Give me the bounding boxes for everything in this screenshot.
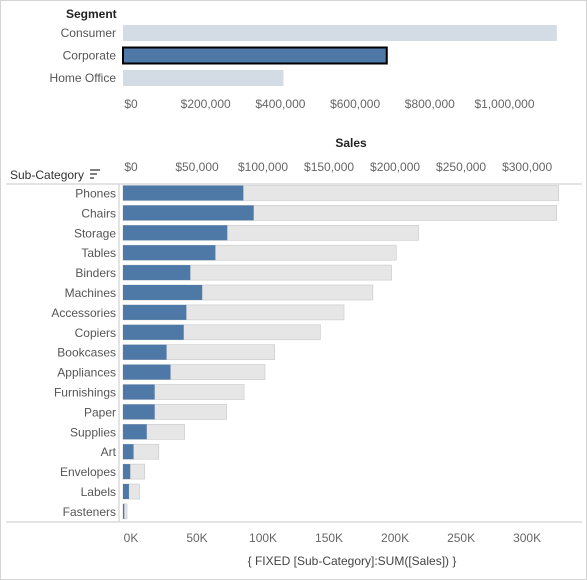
segment-axis-tick: $400,000 [255, 97, 305, 111]
segment-sales-bar-furnishings[interactable] [123, 384, 155, 400]
sales-axis-tick: $250,000 [436, 160, 486, 174]
subcategory-label-furnishings[interactable]: Furnishings [54, 386, 116, 400]
bottom-axis-tick: 300K [513, 531, 541, 545]
segment-sales-bar-machines[interactable] [123, 285, 203, 300]
subcategory-label-machines[interactable]: Machines [65, 286, 116, 300]
sales-axis-tick: $100,000 [238, 160, 288, 174]
subcategory-label-supplies[interactable]: Supplies [70, 425, 116, 439]
segment-label-consumer[interactable]: Consumer [61, 26, 116, 40]
segment-sales-bar-storage[interactable] [123, 225, 228, 241]
subcategory-label-copiers[interactable]: Copiers [75, 326, 116, 340]
segment-axis-tick: $600,000 [330, 97, 380, 111]
subcategory-label-appliances[interactable]: Appliances [57, 366, 116, 380]
segment-axis-tick: $1,000,000 [474, 97, 534, 111]
sales-axis-tick: $200,000 [370, 160, 420, 174]
segment-sales-bar-paper[interactable] [123, 404, 155, 420]
segment-bar-corporate[interactable] [122, 46, 388, 65]
segment-label-corporate[interactable]: Corporate [63, 49, 117, 63]
segment-sales-bar-appliances[interactable] [123, 364, 171, 380]
segment-label-home-office[interactable]: Home Office [50, 71, 117, 85]
bottom-axis-tick: 200K [381, 531, 409, 545]
segment-sales-bar-art[interactable] [123, 444, 134, 460]
bottom-axis-tick: 250K [447, 531, 475, 545]
segment-axis-tick: $800,000 [405, 97, 455, 111]
segment-sales-bar-chairs[interactable] [123, 205, 254, 221]
sales-axis-tick: $300,000 [502, 160, 552, 174]
segment-bar-home-office[interactable] [123, 70, 284, 86]
subcategory-label-fasteners[interactable]: Fasteners [63, 505, 116, 519]
sales-axis-tick: $50,000 [175, 160, 219, 174]
sales-axis-title: Sales [335, 136, 367, 150]
segment-sales-bar-envelopes[interactable] [123, 464, 131, 480]
segment-header: Segment [66, 7, 117, 21]
subcategory-label-envelopes[interactable]: Envelopes [60, 465, 116, 479]
subcategory-label-bookcases[interactable]: Bookcases [57, 346, 116, 360]
subcategory-label-storage[interactable]: Storage [74, 226, 116, 240]
bottom-axis-tick: 150K [315, 531, 343, 545]
segment-axis-tick: $0 [124, 97, 138, 111]
sales-axis-tick: $150,000 [304, 160, 354, 174]
segment-sales-bar-phones[interactable] [123, 185, 244, 201]
bottom-axis-tick: 100K [249, 531, 277, 545]
segment-bar-consumer[interactable] [123, 25, 557, 41]
subcategory-label-phones[interactable]: Phones [75, 187, 116, 201]
segment-sales-bar-fasteners[interactable] [123, 503, 125, 519]
segment-sales-bar-labels[interactable] [123, 484, 129, 499]
bottom-axis-tick: 50K [186, 531, 207, 545]
subcategory-label-binders[interactable]: Binders [75, 266, 116, 280]
subcategory-header: Sub-Category [10, 168, 84, 182]
segment-sales-bar-bookcases[interactable] [123, 344, 167, 360]
subcategory-label-labels[interactable]: Labels [81, 485, 116, 499]
segment-sales-bar-tables[interactable] [123, 245, 216, 261]
segment-sales-bar-copiers[interactable] [123, 324, 184, 340]
segment-sales-bar-accessories[interactable] [123, 304, 187, 320]
subcategory-label-chairs[interactable]: Chairs [81, 206, 116, 220]
segment-sales-bar-supplies[interactable] [123, 424, 147, 440]
segment-axis-tick: $200,000 [181, 97, 231, 111]
sales-axis-tick: $0 [124, 160, 138, 174]
subcategory-label-art[interactable]: Art [101, 445, 117, 459]
subcategory-label-tables[interactable]: Tables [81, 246, 116, 260]
bottom-axis-title: { FIXED [Sub-Category]:SUM([Sales]) } [248, 554, 457, 568]
subcategory-label-paper[interactable]: Paper [84, 405, 116, 419]
subcategory-label-accessories[interactable]: Accessories [51, 306, 116, 320]
bottom-axis-tick: 0K [124, 531, 139, 545]
segment-sales-bar-binders[interactable] [123, 265, 191, 281]
